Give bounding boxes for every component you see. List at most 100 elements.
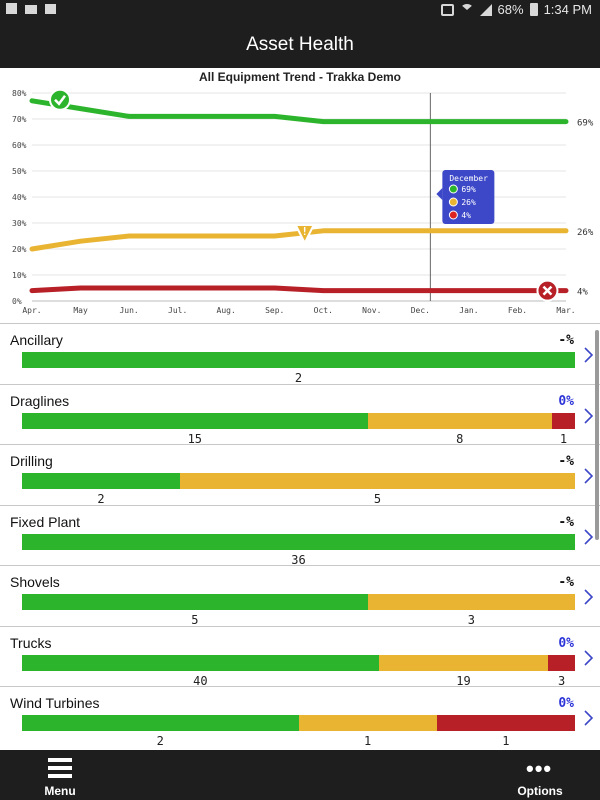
- category-row[interactable]: Ancillary -% 2: [0, 323, 600, 385]
- bar-segment-yellow: [367, 594, 575, 610]
- category-list: Ancillary -% 2 Draglines 0% 15 8 1 Drilling -% 2 5 F…: [0, 323, 600, 750]
- category-percent: -%: [558, 575, 574, 590]
- y-tick-label: 70%: [12, 115, 27, 124]
- image-icon: [45, 4, 56, 14]
- bar-segment-yellow: [298, 715, 437, 731]
- tooltip-status-icon: [448, 184, 458, 194]
- segment-count: 2: [156, 734, 164, 748]
- y-tick-label: 40%: [12, 193, 27, 202]
- category-name: Ancillary: [10, 332, 63, 348]
- segment-count: 1: [364, 734, 372, 748]
- segment-count: 8: [456, 431, 464, 446]
- category-percent: -%: [558, 333, 574, 348]
- chevron-right-icon[interactable]: [582, 588, 594, 606]
- bar-segment-yellow: [367, 412, 552, 429]
- health-counts: 40 19 3: [22, 674, 575, 688]
- x-tick-label: Nov.: [362, 306, 381, 315]
- chart-title: All Equipment Trend - Trakka Demo: [198, 70, 402, 84]
- x-tick-label: May: [73, 306, 88, 315]
- options-button[interactable]: ••• Options: [500, 750, 580, 800]
- bar-segment-green: [22, 412, 368, 429]
- health-counts: 2 1 1: [22, 734, 575, 748]
- status-bar: 68% 1:34 PM: [0, 0, 600, 22]
- notification-icon: [6, 3, 17, 14]
- scrollbar[interactable]: [595, 330, 599, 540]
- wifi-icon: [459, 3, 474, 16]
- y-tick-label: 0%: [12, 297, 22, 306]
- series-line-critical: [29, 285, 569, 294]
- segment-count: 19: [456, 673, 471, 688]
- chevron-right-icon[interactable]: [582, 528, 594, 546]
- category-name: Trucks: [10, 634, 52, 651]
- segment-count: 1: [559, 431, 568, 446]
- menu-icon: [48, 758, 72, 778]
- category-percent: -%: [558, 454, 574, 469]
- health-bar: [22, 473, 575, 489]
- options-label: Options: [517, 784, 563, 798]
- segment-count: 3: [557, 673, 566, 688]
- x-tick-label: Apr.: [22, 306, 41, 315]
- trend-chart[interactable]: All Equipment Trend - Trakka Demo 0% 10% 2…: [0, 68, 600, 320]
- category-row[interactable]: Fixed Plant -% 36: [0, 504, 600, 567]
- clock: 1:34 PM: [543, 2, 592, 17]
- bar-segment-green: [22, 533, 575, 550]
- category-name: Draglines: [10, 392, 70, 409]
- y-tick-label: 20%: [12, 245, 27, 254]
- category-row[interactable]: Wind Turbines 0% 2 1 1: [0, 686, 600, 748]
- category-percent: -%: [558, 514, 574, 530]
- segment-count: 1: [502, 734, 510, 748]
- health-bar: [22, 715, 575, 731]
- tooltip-pointer: [436, 188, 443, 200]
- battery-percent: 68%: [497, 2, 524, 17]
- app-bar: Asset Health: [0, 22, 600, 68]
- chevron-right-icon[interactable]: [582, 407, 594, 425]
- category-name: Wind Turbines: [10, 695, 100, 711]
- segment-count: 40: [193, 673, 208, 688]
- check-icon-mark: [54, 95, 66, 106]
- chevron-right-icon[interactable]: [582, 467, 594, 485]
- x-tick-label: Aug.: [217, 306, 236, 315]
- bar-segment-red: [551, 412, 575, 429]
- chevron-right-icon[interactable]: [582, 346, 594, 364]
- battery-icon: [529, 3, 538, 16]
- chevron-right-icon[interactable]: [582, 649, 594, 667]
- warning-icon: [294, 224, 316, 246]
- health-counts: 2: [22, 371, 575, 385]
- category-name: Fixed Plant: [10, 513, 81, 530]
- menu-button[interactable]: Menu: [20, 750, 100, 800]
- y-tick-label: 80%: [12, 89, 27, 98]
- category-percent: 0%: [558, 393, 574, 409]
- trend-chart-svg[interactable]: 0% 10% 20% 30% 40% 50% 60% 70% 80% Apr. May Jun. Jul…: [0, 68, 600, 320]
- more-icon: •••: [526, 756, 553, 781]
- category-row[interactable]: Drilling -% 2 5: [0, 444, 600, 506]
- category-row[interactable]: Trucks 0% 40 19 3: [0, 625, 600, 688]
- warning-icon-mark: !: [301, 225, 308, 238]
- series-end-label: 4%: [577, 288, 588, 298]
- segment-count: 5: [373, 492, 382, 506]
- category-row[interactable]: Shovels -% 5 3: [0, 565, 600, 627]
- x-tick-label: Mar.: [556, 306, 575, 315]
- health-counts: 15 8 1: [22, 432, 575, 446]
- bar-segment-green: [22, 654, 379, 671]
- category-percent: 0%: [558, 696, 574, 711]
- x-tick-label: Feb.: [508, 306, 527, 315]
- health-bar: [22, 352, 575, 368]
- segment-count: 2: [294, 371, 303, 385]
- page-title: Asset Health: [246, 34, 354, 55]
- tooltip-status-icon: [448, 210, 458, 220]
- segment-count: 5: [191, 613, 199, 627]
- menu-label: Menu: [44, 784, 76, 798]
- mute-icon: [440, 3, 454, 16]
- y-tick-label: 30%: [12, 219, 27, 228]
- segment-count: 36: [291, 552, 306, 567]
- tooltip-value: 69%: [461, 185, 476, 194]
- tooltip-value: 4%: [461, 211, 471, 220]
- mail-icon: [25, 5, 37, 14]
- tooltip-status-icon: [448, 197, 458, 207]
- tooltip-box: [442, 170, 495, 224]
- chevron-right-icon[interactable]: [582, 709, 594, 727]
- health-bar: [22, 594, 575, 610]
- category-row[interactable]: Draglines 0% 15 8 1: [0, 383, 600, 446]
